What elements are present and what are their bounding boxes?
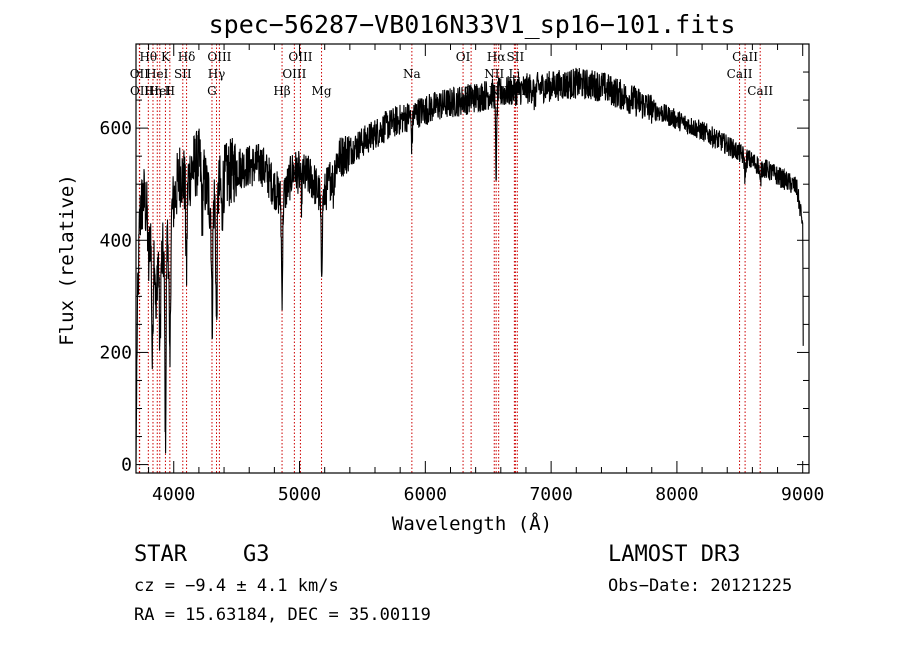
line-marker-labels: OIIOIIHθHηHeIHeIKHSIIHδGHγOIIIHβOIIIOIII…	[130, 50, 774, 98]
line-marker-label: Hα	[487, 50, 506, 64]
object-subclass: G3	[243, 542, 270, 567]
line-marker-label: Hδ	[178, 50, 196, 64]
x-tick-label: 4000	[152, 484, 195, 505]
line-marker-label: K	[161, 50, 171, 64]
line-marker-label: OIII	[207, 50, 231, 64]
line-marker-label: OII	[130, 84, 150, 98]
object-class: STAR	[134, 542, 188, 567]
y-axis-label: Flux (relative)	[56, 174, 78, 346]
line-marker-label: OIII	[282, 67, 306, 81]
line-marker-label: Hθ	[139, 50, 157, 64]
plot-frame	[135, 43, 810, 474]
line-marker-label: SII	[174, 67, 192, 81]
y-tick-label: 0	[121, 455, 132, 476]
x-tick-label: 8000	[655, 484, 698, 505]
x-axis-ticks: 4000 5000 6000 7000 8000 9000	[148, 44, 824, 505]
chart-title: spec−56287−VB016N33V1_sp16−101.fits	[209, 10, 736, 39]
line-marker-label: HeI	[149, 84, 172, 98]
line-marker-label: OII	[130, 67, 150, 81]
line-marker-label: OI	[456, 50, 471, 64]
line-marker-label: Li	[508, 67, 520, 81]
line-marker-label: CaII	[727, 67, 753, 81]
x-tick-label: 9000	[781, 484, 824, 505]
x-tick-label: 5000	[278, 484, 321, 505]
line-marker-label: Mg	[312, 84, 332, 98]
line-marker-label: Hη	[144, 84, 162, 98]
line-marker-label: Hγ	[208, 67, 226, 81]
line-marker-label: HeI	[146, 67, 169, 81]
line-marker-label: NII	[484, 67, 504, 81]
spectrum-line	[135, 67, 804, 462]
line-marker-label: CaII	[747, 84, 773, 98]
line-marker-label: G	[207, 84, 217, 98]
survey-name: LAMOST DR3	[608, 542, 740, 567]
velocity-text: cz = −9.4 ± 4.1 km/s	[134, 576, 339, 596]
x-tick-label: 6000	[404, 484, 447, 505]
line-marker-label: OIII	[288, 50, 312, 64]
y-tick-label: 200	[99, 342, 132, 363]
y-tick-label: 400	[99, 230, 132, 251]
obs-date: Obs−Date: 20121225	[608, 576, 792, 596]
x-axis-label: Wavelength (Å)	[392, 512, 552, 535]
line-marker-label: Hβ	[273, 84, 290, 98]
y-tick-label: 600	[99, 118, 132, 139]
line-marker-label: H	[165, 84, 175, 98]
y-axis-ticks: 0 200 400 600	[99, 71, 809, 476]
line-marker-label: CaII	[732, 50, 758, 64]
x-tick-label: 7000	[529, 484, 572, 505]
coordinates-text: RA = 15.63184, DEC = 35.00119	[134, 605, 431, 625]
line-marker-label: Na	[403, 67, 421, 81]
line-marker-label: SII	[507, 50, 525, 64]
